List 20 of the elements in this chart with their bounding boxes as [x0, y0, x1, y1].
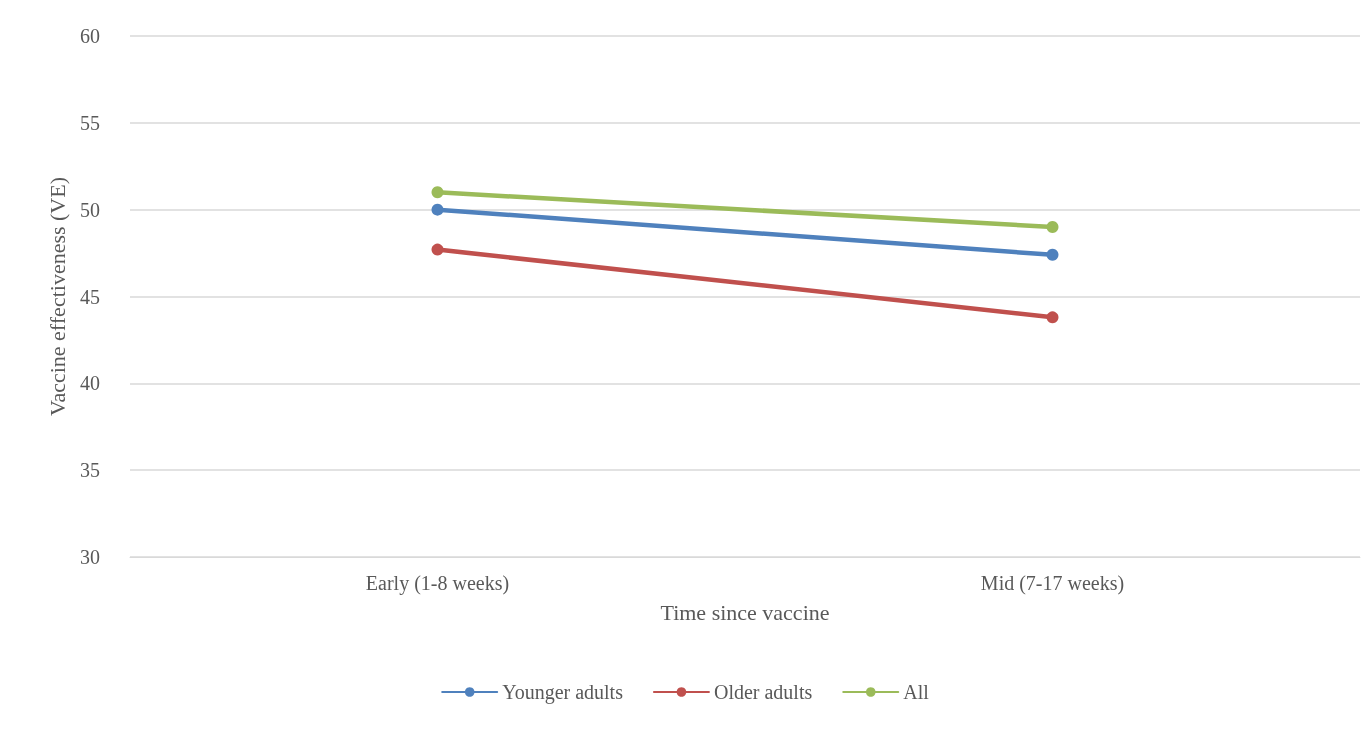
- point: [431, 243, 444, 256]
- legend-label: Older adults: [713, 681, 813, 703]
- x-axis-title: Time since vaccine: [660, 599, 830, 625]
- point: [1046, 248, 1059, 261]
- y-tick-label: 55: [80, 111, 100, 134]
- y-axis-title: Vaccine effectiveness (VE): [44, 176, 70, 417]
- y-tick-label: 35: [80, 459, 100, 482]
- y-tick-label: 45: [80, 285, 100, 308]
- y-tick-label: 60: [80, 25, 100, 47]
- y-tick-label: 30: [80, 546, 100, 568]
- point: [431, 186, 444, 199]
- legend-label: All: [903, 681, 930, 703]
- point: [431, 203, 444, 216]
- x-tick-label: Early (1-8 weeks): [365, 572, 510, 595]
- point: [1046, 311, 1059, 324]
- y-tick-label: 40: [80, 372, 100, 395]
- y-tick-label: 50: [80, 198, 100, 221]
- point: [1046, 221, 1059, 234]
- legend-label: Younger adults: [502, 681, 624, 704]
- x-tick-label: Mid (7-17 weeks): [980, 572, 1125, 595]
